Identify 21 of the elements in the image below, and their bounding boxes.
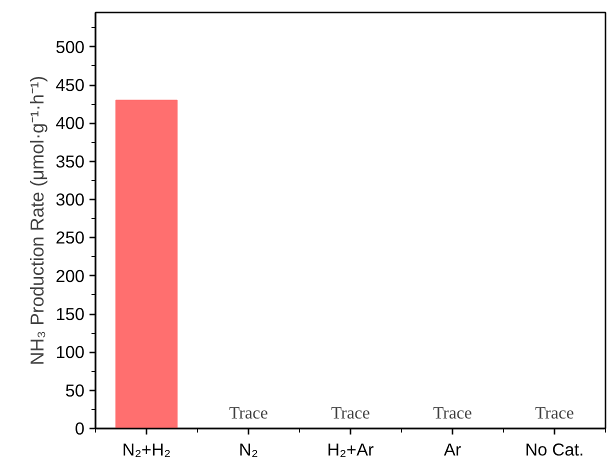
y-axis-title: NH₃ Production Rate (μmol·g⁻¹·h⁻¹)	[26, 76, 48, 366]
y-tick-label: 300	[56, 190, 85, 210]
y-tick-label: 500	[56, 36, 85, 57]
x-tick-label: H₂+Ar	[327, 440, 374, 460]
data-label: Trace	[229, 404, 268, 422]
x-tick-label: N₂	[238, 440, 258, 460]
y-tick-label: 250	[56, 228, 85, 248]
x-tick-label: N₂+H₂	[122, 440, 171, 460]
x-tick-label: No Cat.	[525, 440, 584, 460]
y-tick-label: 350	[56, 151, 85, 172]
y-tick-label: 150	[56, 304, 85, 324]
y-tick-label: 450	[56, 75, 85, 96]
data-label: Trace	[433, 404, 472, 422]
x-tick-label: Ar	[444, 440, 462, 460]
data-label: Trace	[331, 404, 370, 422]
y-tick-label: 0	[74, 418, 85, 438]
y-tick-label: 200	[56, 266, 85, 286]
y-tick-label: 100	[56, 342, 85, 362]
y-tick-label: 400	[56, 113, 85, 134]
data-label: Trace	[535, 404, 574, 422]
y-tick-label: 50	[65, 380, 85, 400]
